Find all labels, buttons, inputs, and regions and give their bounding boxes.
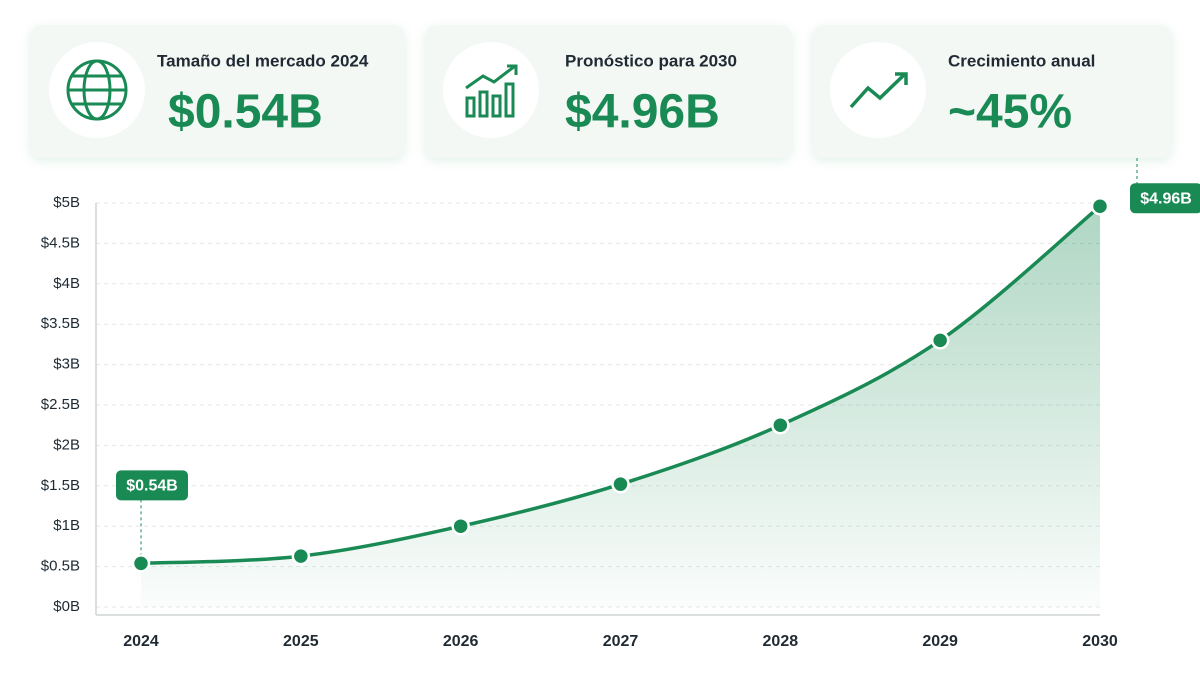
kpi-label: Crecimiento anual <box>948 51 1095 70</box>
y-tick-label: $3B <box>53 356 80 373</box>
kpi-value: ~45% <box>948 86 1072 139</box>
data-point <box>611 474 630 494</box>
value-label: $0.54B <box>126 478 178 495</box>
y-tick-label: $5B <box>53 194 80 211</box>
x-tick-label: 2025 <box>283 633 319 650</box>
y-tick-label: $2B <box>53 436 80 453</box>
y-tick-label: $4B <box>53 275 80 292</box>
trend-icon <box>849 72 908 109</box>
globe-icon <box>66 59 128 121</box>
x-tick-label: 2029 <box>922 633 958 650</box>
y-tick-label: $0.5B <box>41 558 80 575</box>
x-tick-label: 2027 <box>603 633 639 650</box>
kpi-label: Pronóstico para 2030 <box>565 51 737 70</box>
data-point <box>451 516 470 536</box>
kpi-label: Tamaño del mercado 2024 <box>157 51 369 70</box>
kpi-value: $0.54B <box>168 86 323 139</box>
value-label: $4.96B <box>1140 190 1192 207</box>
y-tick-label: $1.5B <box>41 477 80 494</box>
y-tick-label: $4.5B <box>41 234 80 251</box>
x-tick-label: 2030 <box>1082 633 1118 650</box>
growth-chart-icon <box>465 64 518 118</box>
x-tick-label: 2026 <box>443 633 479 650</box>
data-point <box>771 415 790 435</box>
value-label-box <box>116 470 188 501</box>
y-tick-label: $1B <box>53 517 80 534</box>
value-label-box <box>1130 183 1200 214</box>
y-tick-label: $3.5B <box>41 315 80 332</box>
area-fill <box>141 206 1100 607</box>
data-point <box>1090 196 1110 216</box>
icon-circle <box>830 42 926 138</box>
y-tick-label: $0B <box>53 598 80 615</box>
data-point <box>131 554 151 573</box>
data-point <box>291 546 311 566</box>
data-point <box>930 331 950 350</box>
x-tick-label: 2024 <box>123 633 159 650</box>
icon-circle <box>443 42 539 138</box>
y-tick-label: $2.5B <box>41 396 80 413</box>
kpi-cards: Tamaño del mercado 2024 $0.54B Pronóstic… <box>30 25 1172 158</box>
kpi-value: $4.96B <box>565 86 720 139</box>
x-tick-label: 2028 <box>763 633 799 650</box>
